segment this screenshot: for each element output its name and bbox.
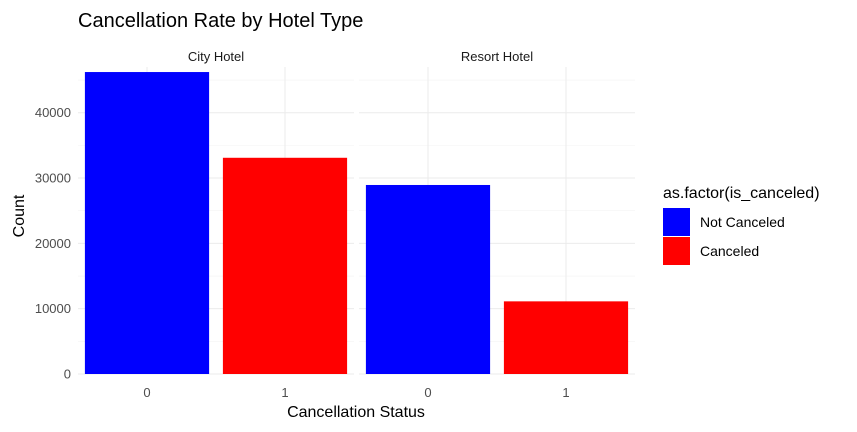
x-axis: 0 1 0 1 (143, 385, 569, 400)
chart-title: Cancellation Rate by Hotel Type (78, 10, 363, 32)
legend: as.factor(is_canceled) Not Canceled Canc… (663, 185, 820, 265)
legend-key-canceled (663, 237, 690, 265)
y-axis-title: Count (11, 194, 28, 237)
x-axis-title: Cancellation Status (287, 404, 425, 421)
x-tick-label: 1 (281, 385, 288, 400)
x-tick-label: 0 (143, 385, 150, 400)
legend-key-not-canceled (663, 208, 690, 236)
y-tick-label: 20000 (35, 236, 71, 251)
bar-city-0 (84, 72, 210, 375)
legend-label-canceled: Canceled (700, 243, 759, 259)
bar-city-1 (222, 157, 348, 374)
x-tick-label: 1 (562, 385, 569, 400)
facet-panel-city: City Hotel (78, 49, 354, 375)
facet-strip-resort: Resort Hotel (461, 49, 533, 64)
y-tick-label: 30000 (35, 171, 71, 186)
y-axis: 0 10000 20000 30000 40000 (35, 105, 71, 381)
legend-label-not-canceled: Not Canceled (700, 214, 785, 230)
x-tick-label: 0 (424, 385, 431, 400)
facet-panel-resort: Resort Hotel (359, 49, 635, 375)
y-tick-label: 40000 (35, 105, 71, 120)
y-tick-label: 10000 (35, 301, 71, 316)
y-tick-label: 0 (64, 367, 71, 382)
legend-title: as.factor(is_canceled) (663, 185, 820, 202)
bar-resort-0 (365, 184, 491, 374)
bar-resort-1 (503, 301, 629, 374)
facet-strip-city: City Hotel (188, 49, 244, 64)
